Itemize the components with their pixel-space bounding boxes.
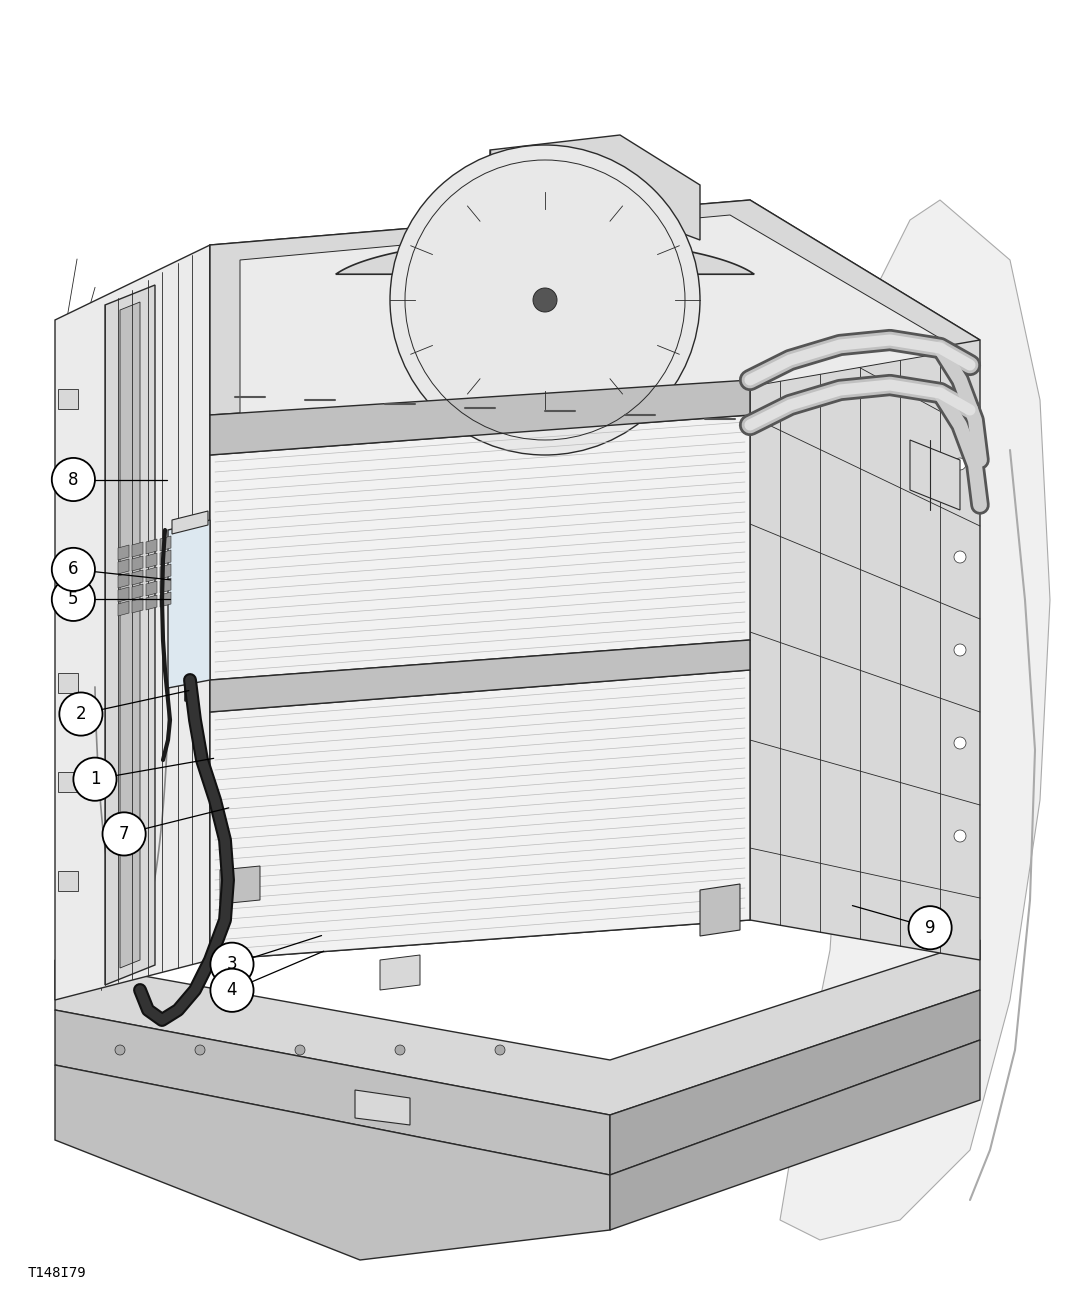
- Polygon shape: [132, 569, 144, 585]
- Polygon shape: [910, 440, 960, 509]
- Circle shape: [210, 942, 254, 986]
- Text: 7: 7: [119, 825, 129, 843]
- Text: 1: 1: [90, 770, 100, 788]
- Polygon shape: [58, 476, 78, 495]
- Text: T148I79: T148I79: [28, 1267, 86, 1280]
- Polygon shape: [160, 536, 170, 551]
- Polygon shape: [58, 771, 78, 792]
- Polygon shape: [55, 1010, 610, 1175]
- Text: 3: 3: [227, 955, 237, 973]
- Polygon shape: [490, 136, 700, 240]
- Text: 9: 9: [925, 919, 935, 937]
- Polygon shape: [610, 990, 980, 1175]
- Circle shape: [390, 145, 700, 455]
- Polygon shape: [210, 670, 750, 960]
- Polygon shape: [132, 542, 144, 556]
- Polygon shape: [160, 564, 170, 579]
- Text: 5: 5: [68, 590, 79, 609]
- Polygon shape: [132, 556, 144, 571]
- Circle shape: [195, 1045, 205, 1055]
- Polygon shape: [168, 520, 210, 688]
- Polygon shape: [210, 199, 980, 414]
- Polygon shape: [700, 883, 740, 936]
- Circle shape: [495, 1045, 505, 1055]
- Polygon shape: [380, 955, 420, 990]
- Circle shape: [533, 288, 557, 311]
- Text: 4: 4: [227, 981, 237, 999]
- Polygon shape: [118, 573, 129, 588]
- Circle shape: [954, 551, 966, 563]
- Circle shape: [52, 547, 95, 592]
- Circle shape: [295, 1045, 305, 1055]
- Circle shape: [395, 1045, 405, 1055]
- Polygon shape: [120, 302, 140, 968]
- Text: 8: 8: [68, 470, 79, 489]
- Polygon shape: [160, 592, 170, 607]
- Polygon shape: [750, 199, 980, 960]
- Circle shape: [210, 968, 254, 1012]
- Circle shape: [954, 830, 966, 842]
- Text: 6: 6: [68, 560, 79, 579]
- Polygon shape: [58, 390, 78, 409]
- Polygon shape: [336, 238, 754, 274]
- Polygon shape: [146, 595, 158, 610]
- Polygon shape: [210, 414, 750, 680]
- Polygon shape: [146, 581, 158, 595]
- Polygon shape: [160, 579, 170, 593]
- Polygon shape: [172, 511, 208, 534]
- Polygon shape: [210, 199, 750, 960]
- Circle shape: [909, 906, 952, 950]
- Circle shape: [954, 644, 966, 655]
- Polygon shape: [132, 584, 144, 599]
- Circle shape: [954, 457, 966, 470]
- Polygon shape: [118, 559, 129, 575]
- Polygon shape: [355, 1091, 410, 1124]
- Circle shape: [59, 692, 103, 736]
- Polygon shape: [146, 539, 158, 554]
- Polygon shape: [146, 567, 158, 582]
- Polygon shape: [780, 199, 1050, 1240]
- Polygon shape: [610, 1040, 980, 1230]
- Polygon shape: [55, 1065, 610, 1260]
- Circle shape: [103, 812, 146, 856]
- Polygon shape: [118, 601, 129, 616]
- Circle shape: [73, 757, 117, 801]
- Circle shape: [115, 1045, 125, 1055]
- Polygon shape: [118, 545, 129, 560]
- Polygon shape: [160, 550, 170, 566]
- Polygon shape: [132, 598, 144, 612]
- Circle shape: [52, 577, 95, 622]
- Polygon shape: [118, 586, 129, 602]
- Text: 2: 2: [76, 705, 86, 723]
- Polygon shape: [55, 939, 980, 1115]
- Polygon shape: [58, 870, 78, 891]
- Polygon shape: [220, 866, 260, 904]
- Polygon shape: [210, 640, 750, 711]
- Polygon shape: [58, 674, 78, 693]
- Circle shape: [954, 737, 966, 749]
- Circle shape: [52, 457, 95, 502]
- Polygon shape: [240, 215, 960, 430]
- Polygon shape: [146, 552, 158, 568]
- Polygon shape: [210, 380, 750, 455]
- Polygon shape: [58, 575, 78, 594]
- Polygon shape: [105, 285, 155, 985]
- Polygon shape: [55, 245, 210, 999]
